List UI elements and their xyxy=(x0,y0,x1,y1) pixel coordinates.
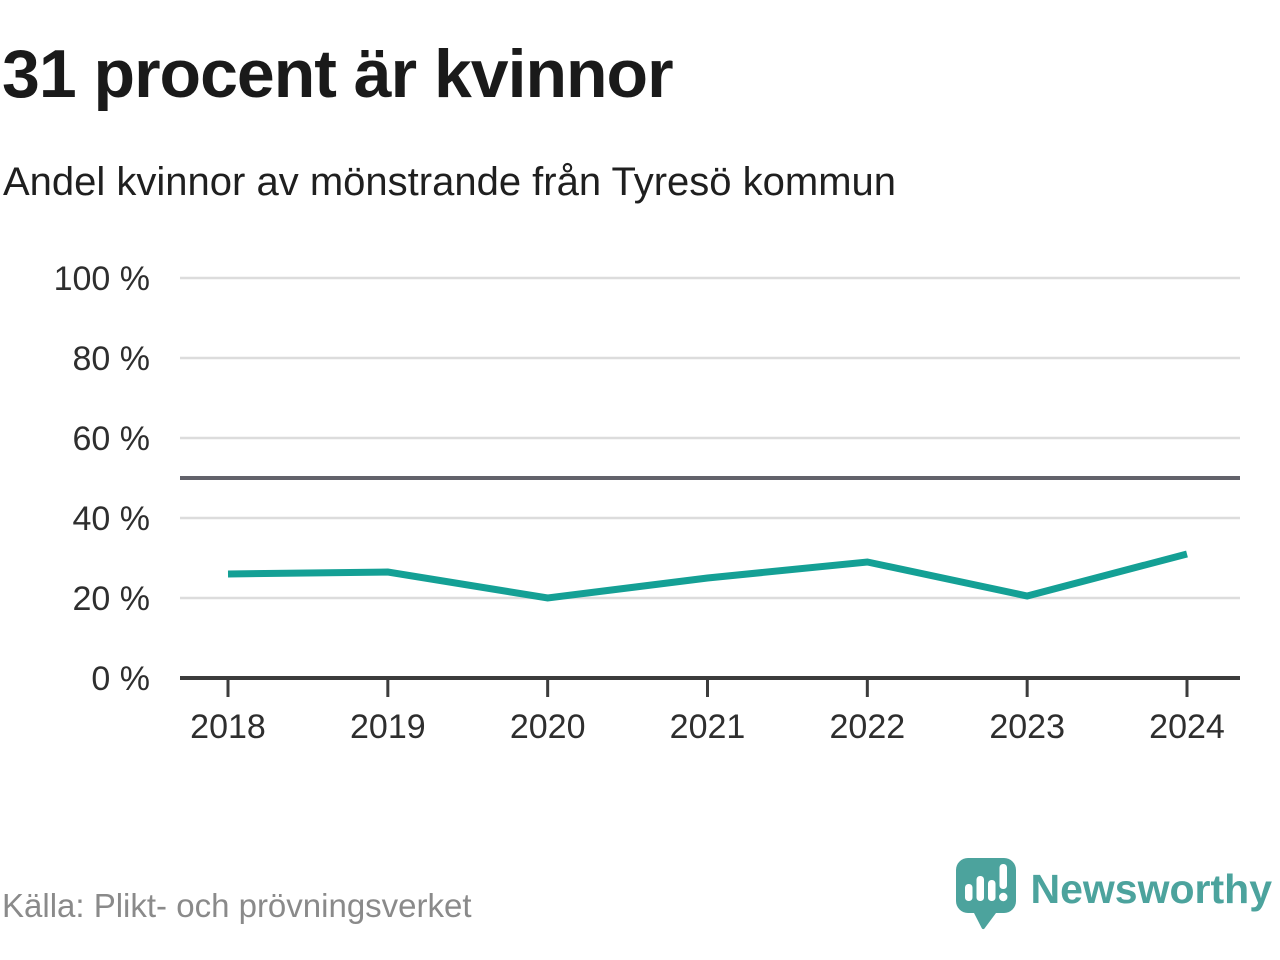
logo-exclamation-bar xyxy=(999,864,1007,889)
x-tick-label: 2020 xyxy=(510,708,586,746)
x-tick-label: 2024 xyxy=(1149,708,1225,746)
newsworthy-logo-icon xyxy=(955,858,1016,930)
data-line xyxy=(227,550,1188,602)
x-tick-label: 2019 xyxy=(350,708,426,746)
x-tick-label: 2018 xyxy=(190,708,266,746)
x-tick-label: 2021 xyxy=(670,708,746,746)
x-tick-label: 2023 xyxy=(989,708,1065,746)
logo-exclamation-dot xyxy=(998,892,1007,902)
logo-bar-2 xyxy=(976,876,984,901)
newsworthy-logo: Newsworthy xyxy=(955,856,1273,932)
y-tick-label: 40 % xyxy=(73,500,151,538)
source-caption: Källa: Plikt- och prövningsverket xyxy=(2,887,472,924)
y-tick-label: 60 % xyxy=(73,420,151,458)
logo-bar-1 xyxy=(964,884,972,901)
y-tick-label: 0 % xyxy=(91,660,150,698)
y-tick-label: 20 % xyxy=(73,580,151,618)
x-tick-label: 2022 xyxy=(830,708,906,746)
chart-subtitle: Andel kvinnor av mönstrande från Tyresö … xyxy=(3,160,897,204)
brand-name: Newsworthy xyxy=(1030,865,1273,912)
chart-title: 31 procent är kvinnor xyxy=(2,36,674,112)
y-tick-label: 80 % xyxy=(73,340,151,378)
logo-bar-3 xyxy=(987,880,995,901)
y-tick-label: 100 % xyxy=(54,260,150,298)
